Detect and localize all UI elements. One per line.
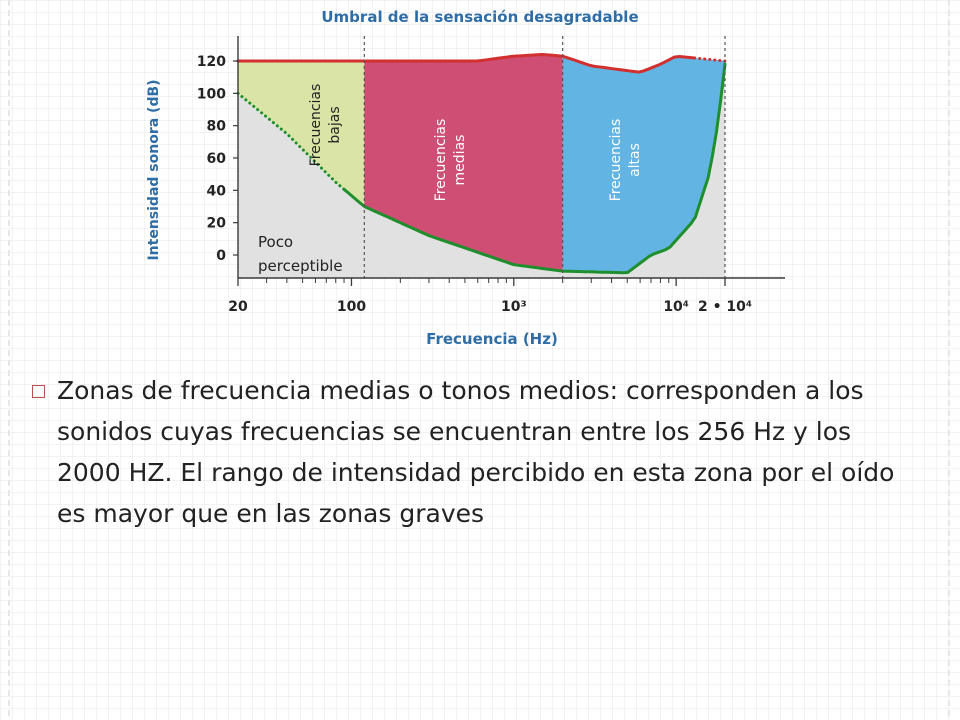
bullet-marker-icon xyxy=(32,385,45,398)
label-frecuencias-medias-line2: medias xyxy=(452,135,468,186)
label-poco-line1: Poco xyxy=(258,233,293,251)
x-tick-label: 10⁴ xyxy=(663,299,689,315)
x-tick-label: 20 xyxy=(228,299,248,315)
label-frecuencias-bajas-line2: bajas xyxy=(327,106,343,143)
y-tick-label: 100 xyxy=(197,86,226,102)
region-frecuencias-medias xyxy=(364,54,563,272)
y-tick-label: 20 xyxy=(207,216,227,232)
slide-left-border xyxy=(8,0,10,720)
x-tick-label: 2 • 10⁴ xyxy=(698,299,752,315)
label-frecuencias-bajas-line1: Frecuencias xyxy=(308,84,324,167)
y-tick-label: 0 xyxy=(216,248,226,264)
chart-title: Umbral de la sensación desagradable xyxy=(321,8,638,26)
bullet-item: Zonas de frecuencia medias o tonos medio… xyxy=(32,370,932,534)
upper-threshold-line-dotted xyxy=(693,56,727,63)
slide-right-border xyxy=(948,0,950,720)
hearing-threshold-line xyxy=(342,62,727,275)
hearing-threshold-chart: 120 100 80 60 40 20 0 20 100 10³ 10⁴ 2 • 10⁴ Umbral … xyxy=(146,8,785,348)
region-poco-perceptible xyxy=(238,64,725,278)
x-tick-label: 100 xyxy=(337,299,366,315)
label-frecuencias-altas-line2: altas xyxy=(627,143,643,177)
y-axis-label: Intensidad sonora (dB) xyxy=(146,79,162,260)
label-frecuencias-medias: Frecuencias medias xyxy=(433,119,468,202)
label-frecuencias-altas-line1: Frecuencias xyxy=(608,119,624,202)
label-frecuencias-altas: Frecuencias altas xyxy=(608,119,643,202)
y-tick-label: 40 xyxy=(207,183,227,199)
y-tick-label: 120 xyxy=(197,54,226,70)
x-axis-label: Frecuencia (Hz) xyxy=(426,330,558,348)
region-frecuencias-bajas xyxy=(238,61,365,207)
label-poco-line2: perceptible xyxy=(258,257,343,275)
x-tick-label: 10³ xyxy=(501,299,527,315)
label-frecuencias-medias-line1: Frecuencias xyxy=(433,119,449,202)
upper-threshold-line xyxy=(236,52,697,74)
bullet-text: Zonas de frecuencia medias o tonos medio… xyxy=(57,376,895,528)
y-tick-label: 60 xyxy=(207,151,227,167)
label-frecuencias-bajas: Frecuencias bajas xyxy=(308,84,343,167)
y-tick-label: 80 xyxy=(207,119,227,135)
region-frecuencias-altas xyxy=(562,56,725,273)
